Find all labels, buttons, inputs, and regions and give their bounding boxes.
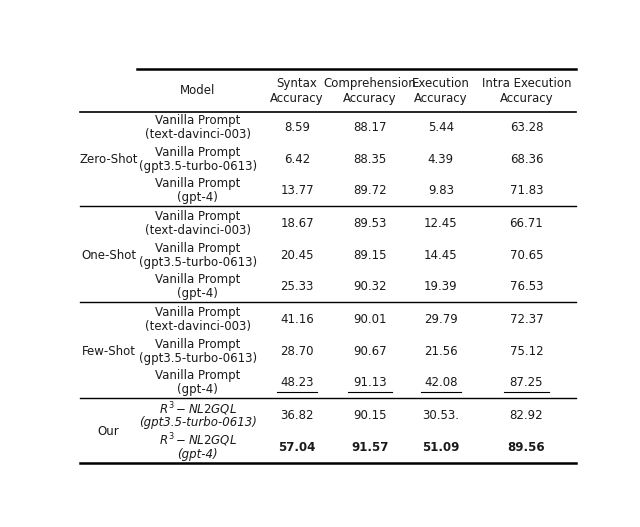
Text: 90.67: 90.67: [353, 345, 387, 358]
Text: 89.15: 89.15: [353, 249, 387, 262]
Text: 5.44: 5.44: [428, 121, 454, 134]
Text: 76.53: 76.53: [509, 280, 543, 293]
Text: Intra Execution
Accuracy: Intra Execution Accuracy: [482, 76, 571, 105]
Text: Comprehension
Accuracy: Comprehension Accuracy: [324, 76, 417, 105]
Text: Vanilla Prompt: Vanilla Prompt: [155, 177, 241, 190]
Text: 66.71: 66.71: [509, 217, 543, 230]
Text: 42.08: 42.08: [424, 376, 458, 389]
Text: Zero-Shot: Zero-Shot: [79, 153, 138, 165]
Text: 20.45: 20.45: [280, 249, 314, 262]
Text: 90.15: 90.15: [353, 409, 387, 422]
Text: Vanilla Prompt: Vanilla Prompt: [155, 114, 241, 127]
Text: 68.36: 68.36: [509, 153, 543, 165]
Text: 72.37: 72.37: [509, 313, 543, 326]
Text: 88.35: 88.35: [353, 153, 387, 165]
Text: 8.59: 8.59: [284, 121, 310, 134]
Text: Vanilla Prompt: Vanilla Prompt: [155, 338, 241, 351]
Text: (text-davinci-003): (text-davinci-003): [145, 320, 251, 333]
Text: Vanilla Prompt: Vanilla Prompt: [155, 369, 241, 382]
Text: (gpt-4): (gpt-4): [177, 191, 218, 204]
Text: 71.83: 71.83: [509, 184, 543, 197]
Text: (gpt3.5-turbo-0613): (gpt3.5-turbo-0613): [139, 352, 257, 365]
Text: $R^3 - NL2GQL$: $R^3 - NL2GQL$: [159, 432, 237, 449]
Text: Vanilla Prompt: Vanilla Prompt: [155, 306, 241, 319]
Text: (gpt3.5-turbo-0613): (gpt3.5-turbo-0613): [139, 256, 257, 269]
Text: 91.57: 91.57: [351, 441, 389, 454]
Text: Model: Model: [180, 84, 216, 97]
Text: 21.56: 21.56: [424, 345, 458, 358]
Text: Syntax
Accuracy: Syntax Accuracy: [270, 76, 324, 105]
Text: 57.04: 57.04: [278, 441, 316, 454]
Text: (gpt3.5-turbo-0613): (gpt3.5-turbo-0613): [139, 160, 257, 172]
Text: 6.42: 6.42: [284, 153, 310, 165]
Text: Vanilla Prompt: Vanilla Prompt: [155, 210, 241, 223]
Text: 4.39: 4.39: [428, 153, 454, 165]
Text: 13.77: 13.77: [280, 184, 314, 197]
Text: Few-Shot: Few-Shot: [81, 345, 136, 358]
Text: 88.17: 88.17: [353, 121, 387, 134]
Text: 25.33: 25.33: [280, 280, 314, 293]
Text: 28.70: 28.70: [280, 345, 314, 358]
Text: (gpt3.5-turbo-0613): (gpt3.5-turbo-0613): [139, 416, 257, 429]
Text: (text-davinci-003): (text-davinci-003): [145, 128, 251, 141]
Text: 18.67: 18.67: [280, 217, 314, 230]
Text: (text-davinci-003): (text-davinci-003): [145, 224, 251, 237]
Text: 89.56: 89.56: [508, 441, 545, 454]
Text: 89.53: 89.53: [353, 217, 387, 230]
Text: 41.16: 41.16: [280, 313, 314, 326]
Text: Vanilla Prompt: Vanilla Prompt: [155, 273, 241, 286]
Text: 63.28: 63.28: [509, 121, 543, 134]
Text: (gpt-4): (gpt-4): [177, 287, 218, 300]
Text: 75.12: 75.12: [509, 345, 543, 358]
Text: Vanilla Prompt: Vanilla Prompt: [155, 145, 241, 159]
Text: 29.79: 29.79: [424, 313, 458, 326]
Text: 82.92: 82.92: [509, 409, 543, 422]
Text: 12.45: 12.45: [424, 217, 458, 230]
Text: 89.72: 89.72: [353, 184, 387, 197]
Text: 36.82: 36.82: [280, 409, 314, 422]
Text: One-Shot: One-Shot: [81, 249, 136, 262]
Text: 70.65: 70.65: [509, 249, 543, 262]
Text: 91.13: 91.13: [353, 376, 387, 389]
Text: 19.39: 19.39: [424, 280, 458, 293]
Text: 90.01: 90.01: [353, 313, 387, 326]
Text: (gpt-4): (gpt-4): [177, 447, 218, 461]
Text: 48.23: 48.23: [280, 376, 314, 389]
Text: 9.83: 9.83: [428, 184, 454, 197]
Text: Execution
Accuracy: Execution Accuracy: [412, 76, 470, 105]
Text: 51.09: 51.09: [422, 441, 460, 454]
Text: 90.32: 90.32: [353, 280, 387, 293]
Text: 14.45: 14.45: [424, 249, 458, 262]
Text: 87.25: 87.25: [509, 376, 543, 389]
Text: (gpt-4): (gpt-4): [177, 383, 218, 396]
Text: 30.53.: 30.53.: [422, 409, 460, 422]
Text: $R^3 - NL2GQL$: $R^3 - NL2GQL$: [159, 400, 237, 417]
Text: Vanilla Prompt: Vanilla Prompt: [155, 242, 241, 255]
Text: Our: Our: [98, 425, 120, 438]
